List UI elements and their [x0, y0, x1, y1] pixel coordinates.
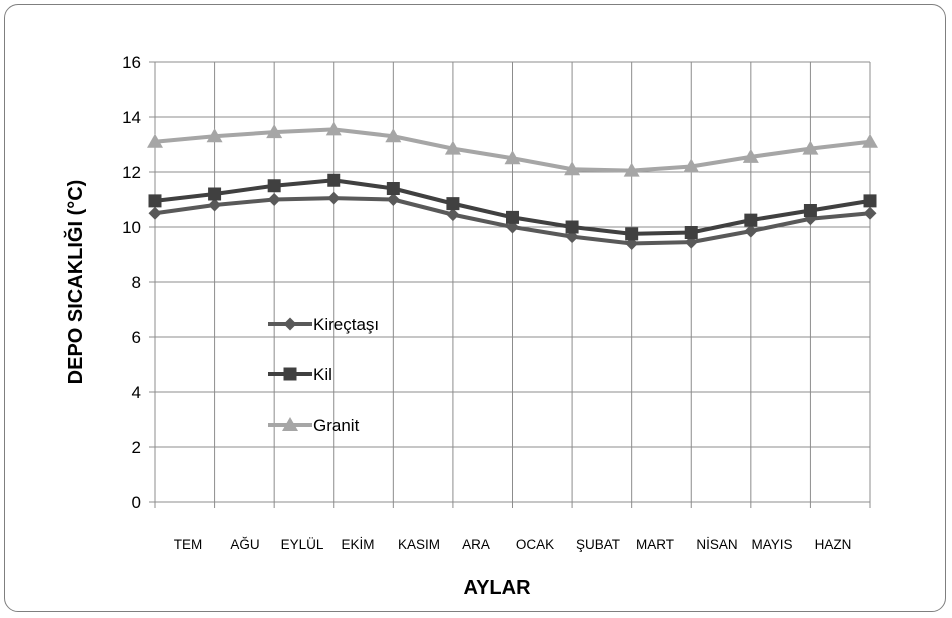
legend-label: Kil: [313, 365, 332, 384]
marker-square: [684, 226, 698, 239]
marker-triangle: [802, 140, 819, 155]
marker-diamond: [327, 191, 341, 205]
y-tick-label: 6: [132, 328, 141, 347]
y-tick-label: 16: [122, 53, 141, 72]
marker-square: [803, 204, 817, 217]
x-axis-title: AYLAR: [463, 577, 531, 599]
marker-diamond: [148, 206, 162, 220]
y-tick-label: 8: [132, 273, 141, 292]
marker-diamond: [446, 208, 460, 222]
x-tick-label: TEM: [174, 537, 203, 552]
marker-square: [446, 197, 460, 211]
x-tick-label: NİSAN: [696, 537, 737, 552]
series-lines: [147, 121, 878, 250]
x-tick-label: HAZN: [815, 537, 852, 552]
marker-square: [208, 187, 222, 201]
chart-frame: [4, 4, 946, 612]
marker-triangle: [742, 148, 759, 163]
y-tick-label: 14: [122, 108, 141, 127]
marker-square: [744, 213, 758, 227]
marker-square: [386, 182, 400, 195]
series-square: [148, 173, 877, 241]
marker-diamond: [283, 317, 297, 331]
marker-triangle: [266, 124, 283, 139]
x-tick-labels: TEM AĞU EYLÜL EKİM KASIM ARA OCAK ŞUBAT MART NİSA…: [174, 537, 852, 552]
marker-triangle: [206, 128, 223, 143]
marker-square: [625, 227, 639, 241]
x-tick-label: KASIM: [398, 537, 440, 552]
legend-label: Granit: [313, 416, 360, 435]
marker-triangle: [385, 128, 402, 143]
y-axis-title: DEPO SICAKLIĞI (°C): [63, 180, 87, 385]
y-tick-label: 4: [132, 383, 141, 402]
marker-triangle: [504, 150, 521, 165]
marker-diamond: [267, 193, 281, 206]
marker-triangle: [564, 161, 581, 176]
marker-triangle: [623, 162, 640, 177]
marker-square: [267, 179, 281, 193]
x-tick-label: ŞUBAT: [576, 537, 620, 552]
x-tick-label: MART: [636, 537, 674, 552]
marker-diamond: [863, 206, 877, 220]
axes: [149, 61, 871, 508]
marker-square: [327, 173, 341, 187]
marker-triangle: [862, 133, 878, 148]
marker-triangle: [444, 140, 461, 155]
x-tick-label: OCAK: [516, 537, 554, 552]
marker-triangle: [683, 158, 700, 173]
y-tick-label: 10: [122, 218, 141, 237]
x-tick-label: MAYIS: [751, 537, 792, 552]
x-tick-label: EYLÜL: [281, 537, 324, 552]
marker-square: [506, 210, 519, 224]
x-tick-label: EKİM: [341, 537, 374, 552]
marker-square: [148, 194, 162, 208]
marker-square: [283, 367, 297, 381]
legend: Kireçtaşı Kil Granit: [268, 315, 379, 435]
y-tick-label: 2: [132, 438, 141, 457]
marker-triangle: [147, 133, 163, 148]
y-tick-label: 0: [132, 493, 141, 512]
legend-label: Kireçtaşı: [313, 315, 379, 334]
marker-square: [863, 194, 877, 208]
marker-triangle: [325, 121, 342, 136]
marker-triangle: [282, 417, 298, 431]
marker-square: [565, 220, 579, 234]
series-triangle: [147, 121, 878, 177]
marker-diamond: [208, 198, 222, 212]
x-tick-label: ARA: [462, 537, 490, 552]
marker-diamond: [386, 193, 400, 206]
x-tick-label: AĞU: [230, 537, 259, 552]
marker-diamond: [744, 224, 758, 238]
y-tick-label: 12: [122, 163, 141, 182]
grid-lines: [155, 61, 871, 502]
y-tick-labels: 0 2 4 6 8 10 12 14 16: [122, 53, 141, 512]
